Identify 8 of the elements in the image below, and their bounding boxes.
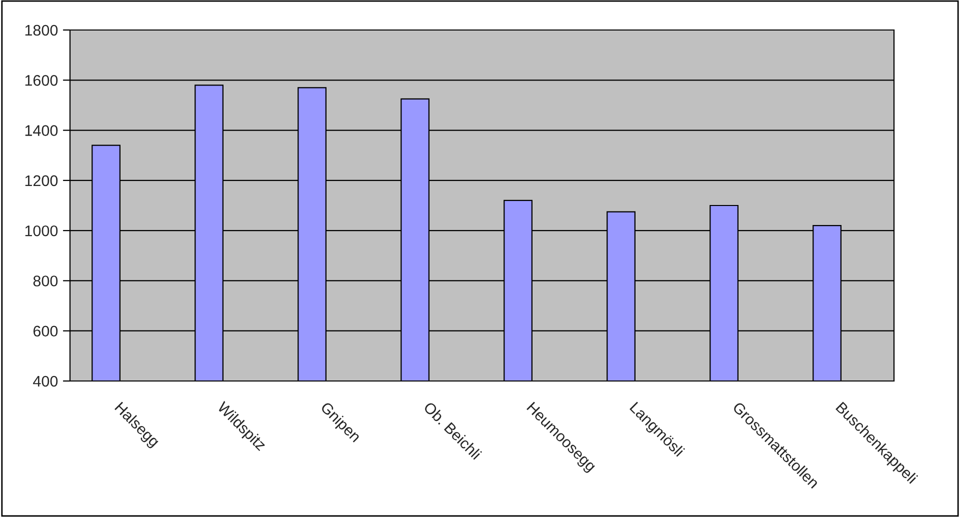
y-tick-label: 800 bbox=[33, 276, 58, 286]
y-tick-label: 1800 bbox=[25, 24, 58, 36]
y-tick-label: 600 bbox=[33, 326, 58, 337]
y-tick-label: 1400 bbox=[25, 125, 58, 136]
y-tick-label: 1600 bbox=[25, 75, 58, 86]
y-tick-label: 1000 bbox=[25, 225, 58, 236]
y-tick-label: 1200 bbox=[25, 175, 58, 186]
y-tick-label: 400 bbox=[33, 376, 58, 387]
